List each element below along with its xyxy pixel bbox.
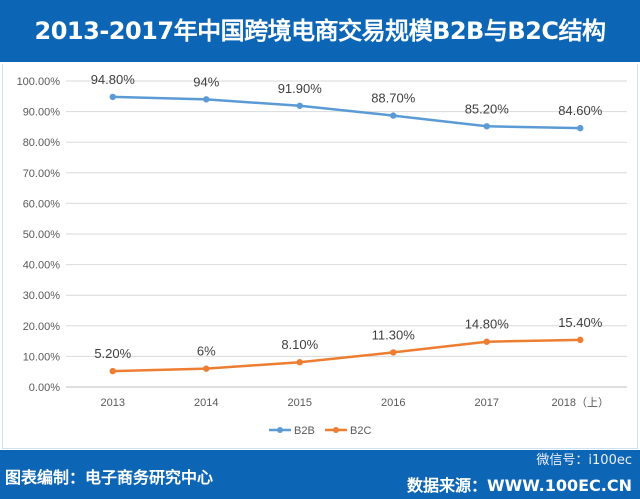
data-label: 5.20%	[94, 346, 131, 361]
data-label: 8.10%	[281, 337, 318, 352]
data-point	[483, 338, 490, 345]
data-point	[203, 96, 210, 103]
data-point	[483, 123, 490, 130]
chart-area: 0.00% 10.00% 20.00% 30.00% 40.00% 50.00% 60.00…	[2, 64, 638, 449]
legend-marker	[333, 427, 339, 433]
x-tick-label: 2018（上）	[552, 396, 609, 409]
data-label: 14.80%	[465, 317, 510, 332]
y-tick-label: 50.00%	[23, 229, 61, 241]
series-line-b2c	[112, 338, 581, 373]
data-point	[296, 359, 303, 366]
data-label: 6%	[197, 344, 216, 359]
data-label: 15.40%	[558, 315, 603, 330]
series-line-b2b	[112, 95, 581, 130]
data-point	[577, 124, 584, 132]
y-tick-label: 40.00%	[23, 260, 61, 272]
data-point	[109, 93, 116, 101]
legend-label: B2B	[294, 425, 315, 437]
data-label: 84.60%	[558, 103, 603, 118]
data-point	[109, 367, 116, 375]
y-tick-label: 100.00%	[17, 76, 61, 88]
data-label: 11.30%	[372, 327, 416, 342]
legend-marker	[277, 427, 283, 433]
data-point	[390, 112, 397, 119]
data-label: 94%	[193, 74, 219, 89]
data-point	[296, 102, 303, 109]
data-label: 88.70%	[371, 91, 416, 106]
data-label: 85.20%	[465, 101, 510, 116]
x-tick-label: 2014	[194, 397, 218, 409]
y-tick-label: 30.00%	[23, 290, 61, 302]
data-point	[203, 365, 210, 372]
data-label: 94.80%	[91, 72, 136, 87]
y-tick-label: 90.00%	[23, 107, 61, 119]
chart-title: 2013-2017年中国跨境电商交易规模B2B与B2C结构	[0, 0, 640, 62]
data-point	[390, 349, 397, 356]
watermark: 微信号：i100ec	[536, 453, 632, 468]
data-source: 数据来源：WWW.100EC.CN	[406, 476, 632, 495]
x-tick-label: 2016	[381, 397, 405, 409]
compiler-credit: 图表编制：电子商务研究中心	[5, 468, 214, 487]
x-tick-label: 2015	[288, 397, 312, 409]
y-tick-label: 0.00%	[29, 382, 60, 394]
line-chart: 0.00% 10.00% 20.00% 30.00% 40.00% 50.00% 60.00…	[17, 72, 627, 437]
x-tick-label: 2013	[101, 397, 125, 409]
y-tick-label: 20.00%	[23, 321, 61, 333]
footer: 图表编制：电子商务研究中心 微信号：i100ec 数据来源：WWW.100EC.…	[0, 450, 640, 499]
x-tick-label: 2017	[475, 397, 499, 409]
y-tick-label: 10.00%	[23, 351, 61, 363]
data-point	[577, 336, 584, 344]
y-tick-label: 70.00%	[23, 168, 61, 180]
y-tick-label: 60.00%	[23, 198, 61, 210]
data-label: 91.90%	[278, 81, 323, 96]
y-tick-label: 80.00%	[23, 137, 61, 149]
legend-label: B2C	[350, 425, 371, 437]
